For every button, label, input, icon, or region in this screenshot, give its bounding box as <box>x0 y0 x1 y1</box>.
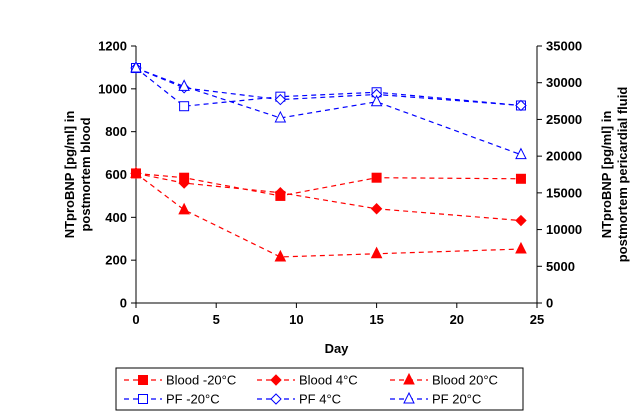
data-point <box>179 101 190 112</box>
series-line <box>135 172 521 258</box>
legend-swatch-marker <box>270 374 282 386</box>
legend: Blood -20°C Blood 4°C Blood 20°C PF -20°C PF… <box>115 367 524 411</box>
y-right-tick-label: 30000 <box>546 75 582 90</box>
series-line <box>135 172 521 197</box>
legend-swatch-marker <box>138 375 148 385</box>
y-left-tick-label: 600 <box>105 167 127 182</box>
data-point <box>370 246 383 259</box>
legend-box <box>115 367 524 411</box>
y-right-tick-label: 5000 <box>546 259 575 274</box>
y-left-tick-label: 200 <box>105 253 127 268</box>
y-left-tick-label: 1000 <box>98 81 127 96</box>
x-tick-label: 25 <box>530 312 544 327</box>
series-lines <box>135 67 522 258</box>
y-left-label-line: postmortem blood <box>78 117 93 231</box>
data-point <box>130 166 142 178</box>
legend-label: PF 4°C <box>299 392 341 407</box>
data-point <box>178 202 190 215</box>
data-point <box>370 94 383 107</box>
data-point <box>370 203 383 215</box>
series-line <box>135 172 522 222</box>
y-left-tick-label: 400 <box>105 210 127 225</box>
y-left-tick-label: 0 <box>120 296 127 311</box>
series-line <box>135 67 522 156</box>
series-markers <box>130 60 527 262</box>
data-point <box>515 147 527 160</box>
series-line <box>135 67 522 107</box>
data-point <box>130 60 142 73</box>
y-right-tick-label: 20000 <box>546 149 582 164</box>
y-right-tick-label: 15000 <box>546 185 582 200</box>
y-right-tick-label: 35000 <box>546 39 582 54</box>
legend-swatch-marker <box>138 394 148 404</box>
y-left-axis-label: NTproBNP [pg/ml] inpostmortem blood <box>62 111 93 239</box>
y-right-tick-label: 10000 <box>546 222 582 237</box>
y-right-label-line: NTproBNP [pg/ml] in <box>599 111 614 239</box>
data-point <box>274 93 287 106</box>
x-tick-label: 10 <box>289 312 303 327</box>
y-right-label-line: postmortem pericardial fluid <box>615 87 630 263</box>
x-tick-label: 0 <box>132 312 139 327</box>
legend-label: Blood -20°C <box>166 373 236 388</box>
y-left-tick-label: 800 <box>105 124 127 139</box>
legend-swatch-marker <box>270 393 282 405</box>
data-point <box>515 99 527 112</box>
legend-swatch-marker <box>403 391 415 404</box>
legend-label: Blood 4°C <box>299 373 358 388</box>
y-right-axis-label: NTproBNP [pg/ml] inpostmortem pericardia… <box>599 87 630 263</box>
data-point <box>371 172 382 183</box>
y-right-tick-label: 25000 <box>546 112 582 127</box>
data-point <box>274 249 287 262</box>
axes: 0 5 10 15 20 25020040060080010001200050001000… <box>98 39 582 328</box>
y-left-label-line: NTproBNP [pg/ml] in <box>62 111 77 239</box>
data-point <box>515 173 526 184</box>
legend-label: Blood 20°C <box>432 373 498 388</box>
data-point <box>178 79 190 91</box>
y-left-tick-label: 1200 <box>98 39 127 54</box>
x-axis-label: Day <box>325 341 350 356</box>
data-point <box>515 241 527 254</box>
x-tick-label: 5 <box>213 312 220 327</box>
x-tick-label: 20 <box>450 312 464 327</box>
data-point <box>274 110 287 123</box>
data-point <box>515 214 527 227</box>
x-tick-label: 15 <box>369 312 383 327</box>
y-right-tick-label: 0 <box>546 296 553 311</box>
legend-label: PF 20°C <box>432 392 481 407</box>
legend-label: PF -20°C <box>166 392 220 407</box>
data-point <box>274 186 287 199</box>
legend-swatch-marker <box>403 372 415 385</box>
series-line <box>135 67 522 107</box>
data-point <box>178 177 190 189</box>
